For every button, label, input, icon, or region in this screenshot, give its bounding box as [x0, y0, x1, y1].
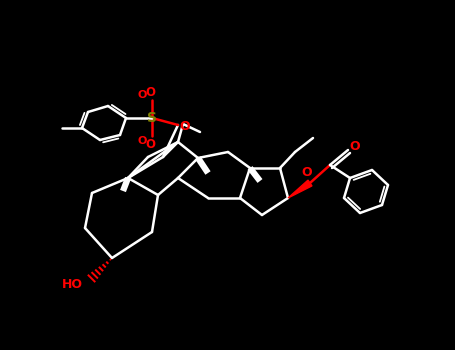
Text: O: O	[145, 85, 155, 98]
Text: O: O	[180, 120, 190, 133]
Text: HO: HO	[61, 278, 82, 290]
Polygon shape	[288, 180, 312, 198]
Text: O: O	[137, 90, 147, 100]
Text: S: S	[147, 111, 157, 125]
Text: O: O	[302, 167, 312, 180]
Text: O: O	[145, 138, 155, 150]
Text: O: O	[350, 140, 360, 153]
Text: O: O	[137, 136, 147, 146]
